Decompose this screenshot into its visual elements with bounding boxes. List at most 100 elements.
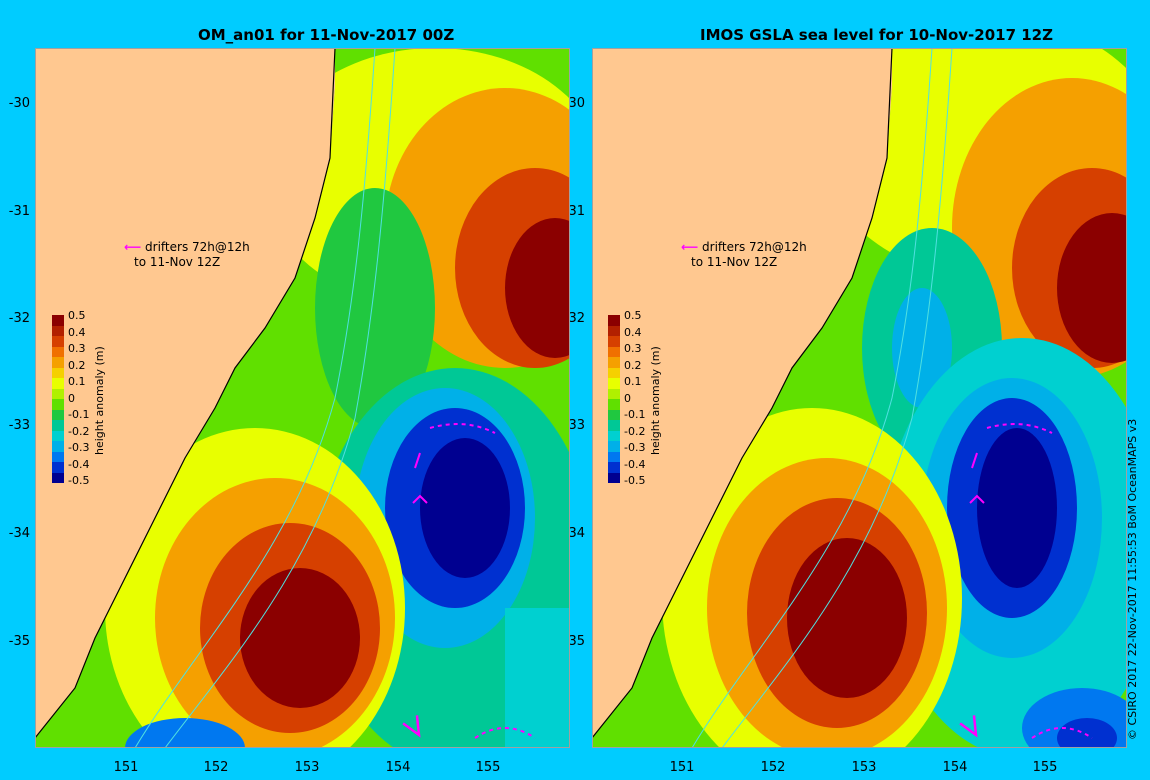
colorbar-segment: [52, 430, 64, 441]
y-axis-label: -31: [8, 204, 30, 219]
colorbar: [52, 315, 64, 483]
bathymetry-contour: [721, 48, 953, 748]
sea-level-contours: [592, 48, 1127, 748]
drifter-note-line2: to 11-Nov 12Z: [134, 255, 221, 269]
colorbar-segment: [52, 399, 64, 410]
colorbar-segment: [608, 420, 620, 431]
drifter-note-line1: drifters 72h@12h: [145, 240, 250, 254]
y-axis-label: -35: [8, 634, 30, 649]
colorbar-tick-label: 0.1: [68, 375, 86, 388]
colorbar-segment: [52, 346, 64, 357]
colorbar-tick-label: 0: [68, 391, 75, 405]
colorbar-tick-label: 0.5: [68, 309, 86, 322]
colorbar-tick-label: -0.3: [624, 441, 646, 454]
colorbar-segment: [608, 472, 620, 483]
bathymetry-contour: [691, 48, 933, 748]
colorbar-tick-label: 0.2: [68, 358, 86, 372]
colorbar-segment: [52, 441, 64, 452]
colorbar-segment: [608, 399, 620, 410]
x-axis-label-right: 152: [760, 760, 786, 775]
drifter-marker: [402, 715, 421, 738]
colorbar-segment: [608, 441, 620, 452]
colorbar-tick-label: 0.4: [624, 325, 642, 339]
drifter-note-line2: to 11-Nov 12Z: [691, 255, 778, 269]
y-axis-label: -33: [8, 418, 30, 433]
drifter-marker: [412, 494, 428, 504]
drifter-note: ⟵ drifters 72h@12h to 11-Nov 12Z: [124, 240, 250, 270]
drifter-track: [1031, 727, 1093, 739]
drifter-note-line1: drifters 72h@12h: [702, 240, 807, 254]
colorbar-segment: [52, 315, 64, 326]
colorbar-tick-label: 0.1: [624, 375, 642, 388]
colorbar-unit-label: height anomaly (m): [93, 346, 106, 455]
bathymetry-contour: [134, 48, 376, 748]
x-axis-label-right: 154: [942, 760, 968, 775]
colorbar-segment: [608, 346, 620, 357]
drifter-track: [971, 452, 978, 469]
colorbar-segment: [608, 357, 620, 368]
colorbar-segment: [52, 325, 64, 336]
colorbar-segment: [52, 472, 64, 483]
colorbar-tick-label: 0.3: [68, 342, 86, 355]
colorbar-segment: [52, 462, 64, 473]
colorbar-tick-label: 0: [624, 391, 631, 405]
drifter-marker: [959, 715, 978, 738]
colorbar-tick-label: -0.2: [624, 424, 646, 438]
x-axis-label: 154: [385, 760, 411, 775]
coastline: [592, 48, 893, 739]
left-map-canvas: [35, 48, 570, 748]
colorbar-segment: [608, 451, 620, 462]
drifter-marker: [969, 494, 985, 504]
colorbar-tick-label: 0.4: [68, 325, 86, 339]
bathymetry-contour: [164, 48, 396, 748]
coastline: [35, 48, 336, 739]
drifter-track: [986, 423, 1053, 434]
colorbar-tick-label: -0.2: [68, 424, 90, 438]
colorbar-segment: [608, 325, 620, 336]
colorbar-segment: [608, 315, 620, 326]
colorbar-right: [608, 315, 620, 483]
colorbar-segment: [608, 378, 620, 389]
drifter-note-right: ⟵ drifters 72h@12h to 11-Nov 12Z: [681, 240, 807, 270]
drifter-arrow-icon: ⟵: [681, 240, 699, 254]
colorbar-tick-label: -0.5: [624, 474, 646, 487]
colorbar-segment: [608, 409, 620, 420]
colorbar-segment: [52, 409, 64, 420]
x-axis-label: 153: [294, 760, 320, 775]
colorbar-segment: [608, 388, 620, 399]
left-map-panel: [35, 48, 570, 748]
colorbar-tick-label: 0.3: [624, 342, 642, 355]
colorbar-segment: [608, 462, 620, 473]
colorbar-segment: [52, 388, 64, 399]
colorbar-segment: [52, 367, 64, 378]
x-axis-label-right: 153: [851, 760, 877, 775]
colorbar-tick-label: -0.4: [68, 457, 90, 471]
right-map-panel: [592, 48, 1127, 748]
colorbar-unit-label-right: height anomaly (m): [649, 346, 662, 455]
right-map-title: IMOS GSLA sea level for 10-Nov-2017 12Z: [700, 26, 1053, 44]
credit-text: © CSIRO 2017 22-Nov-2017 11:55:53 BoM Oc…: [1126, 418, 1139, 740]
right-map-canvas: [592, 48, 1127, 748]
colorbar-tick-label: 0.5: [624, 309, 642, 322]
colorbar-tick-label: 0.2: [624, 358, 642, 372]
colorbar-segment: [608, 430, 620, 441]
drifter-track: [414, 452, 421, 469]
drifter-track: [474, 727, 536, 739]
x-axis-label: 152: [203, 760, 229, 775]
colorbar-segment: [52, 336, 64, 347]
colorbar-tick-label: -0.5: [68, 474, 90, 487]
drifter-arrow-icon: ⟵: [124, 240, 142, 254]
colorbar-tick-label: -0.4: [624, 457, 646, 471]
colorbar-tick-label: -0.1: [624, 408, 646, 421]
colorbar-segment: [608, 367, 620, 378]
y-axis-label: -30: [8, 96, 30, 111]
x-axis-label-right: 155: [1032, 760, 1058, 775]
drifter-track: [429, 423, 496, 434]
left-map-title: OM_an01 for 11-Nov-2017 00Z: [198, 26, 455, 44]
colorbar-segment: [608, 336, 620, 347]
colorbar-segment: [52, 451, 64, 462]
x-axis-label: 151: [113, 760, 139, 775]
colorbar-tick-label: -0.1: [68, 408, 90, 421]
colorbar-segment: [52, 420, 64, 431]
x-axis-label-right: 151: [669, 760, 695, 775]
